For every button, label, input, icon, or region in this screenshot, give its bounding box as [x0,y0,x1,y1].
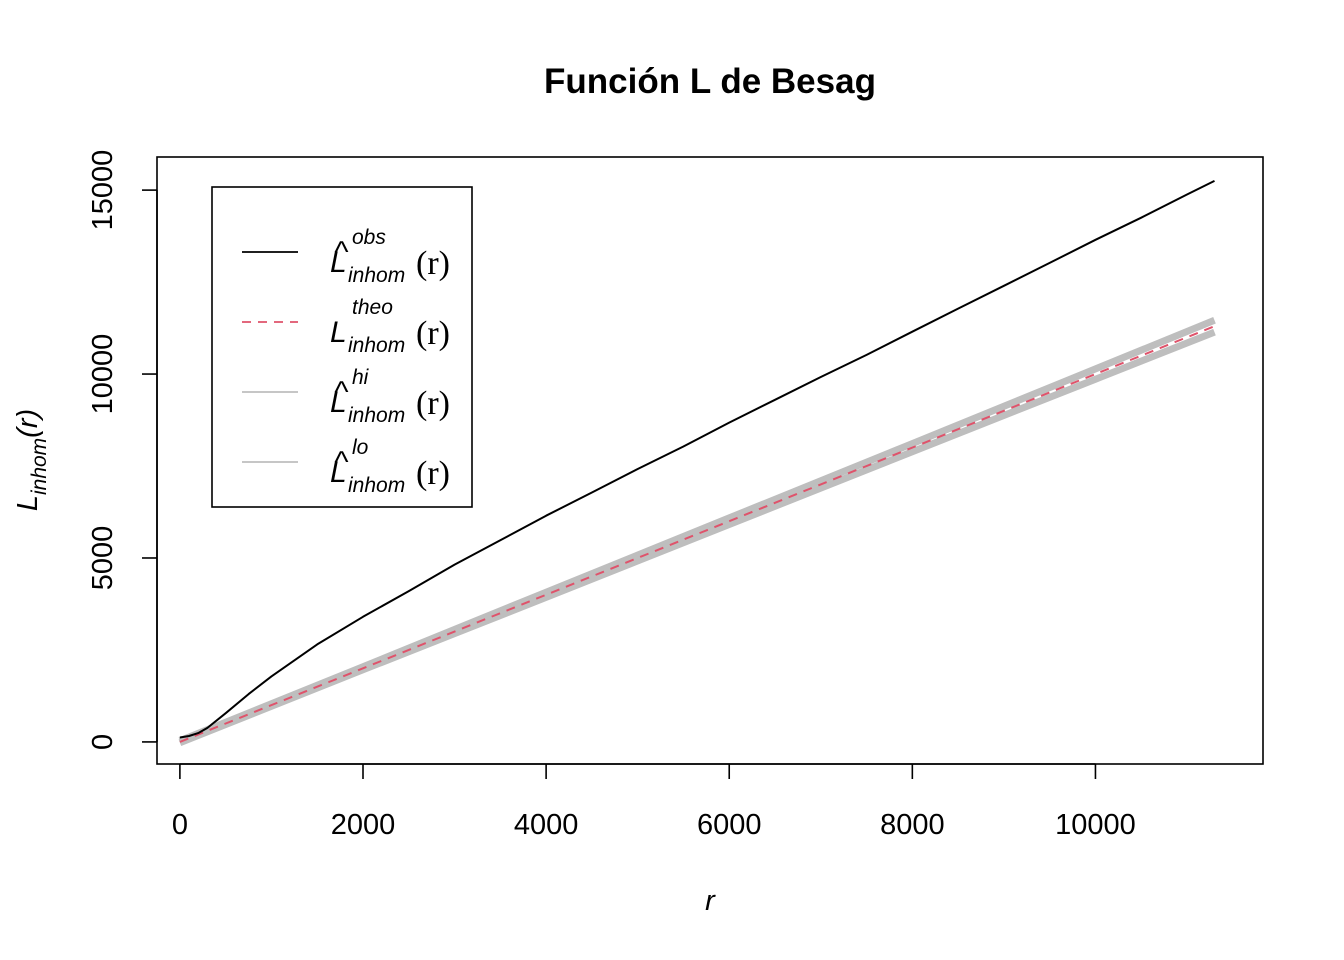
y-axis-label-arg: (r) [12,409,44,438]
x-tick-label: 2000 [331,809,396,841]
legend-hat: ^ [334,236,349,269]
legend-subscript: inhom [348,334,405,357]
x-tick-label: 4000 [514,809,579,841]
legend-symbol: L [330,386,347,419]
y-tick-label: 10000 [87,334,119,415]
y-axis-label: Linhom(r) [12,409,51,511]
legend-hat: ^ [334,376,349,409]
legend-subscript: inhom [348,264,405,287]
legend-superscript: obs [352,226,386,249]
legend-symbol: L [330,316,347,349]
legend-entry-hi: L^ hi inhom (r) [242,366,450,427]
legend-subscript: inhom [348,404,405,427]
x-axis: 0 2000 4000 6000 8000 10000 [172,763,1136,841]
y-tick-label: 0 [87,734,119,750]
series-layer [178,180,1216,746]
legend-entry-obs: L^ obs inhom (r) [242,226,450,287]
y-axis-label-sub: inhom [28,438,51,495]
chart-title: Función L de Besag [544,62,876,101]
legend-superscript: lo [352,436,369,459]
y-tick-label: 5000 [87,526,119,591]
legend-entry-lo: L^ lo inhom (r) [242,436,450,497]
legend-subscript: inhom [348,474,405,497]
legend-argument: (r) [416,245,450,282]
legend-symbol: L [330,456,347,489]
x-axis-label: r [705,885,716,917]
legend-argument: (r) [416,455,450,492]
x-tick-label: 0 [172,809,188,841]
y-axis: 0 5000 10000 15000 [87,150,158,750]
legend-hat: ^ [334,446,349,479]
series-line-obs [179,180,1215,739]
y-axis-label-main: L [12,495,44,511]
x-tick-label: 8000 [880,809,945,841]
legend-superscript: theo [352,296,393,319]
x-tick-label: 10000 [1055,809,1136,841]
legend-symbol: L [330,246,347,279]
series-line-theo [179,325,1215,743]
legend-argument: (r) [416,315,450,352]
x-tick-label: 6000 [697,809,762,841]
legend-argument: (r) [416,385,450,422]
svg-text:Linhom(r): Linhom(r) [12,409,51,511]
legend-box [211,186,473,508]
y-tick-label: 15000 [87,150,119,231]
series-line-lo [178,328,1216,746]
legend-superscript: hi [352,366,370,389]
